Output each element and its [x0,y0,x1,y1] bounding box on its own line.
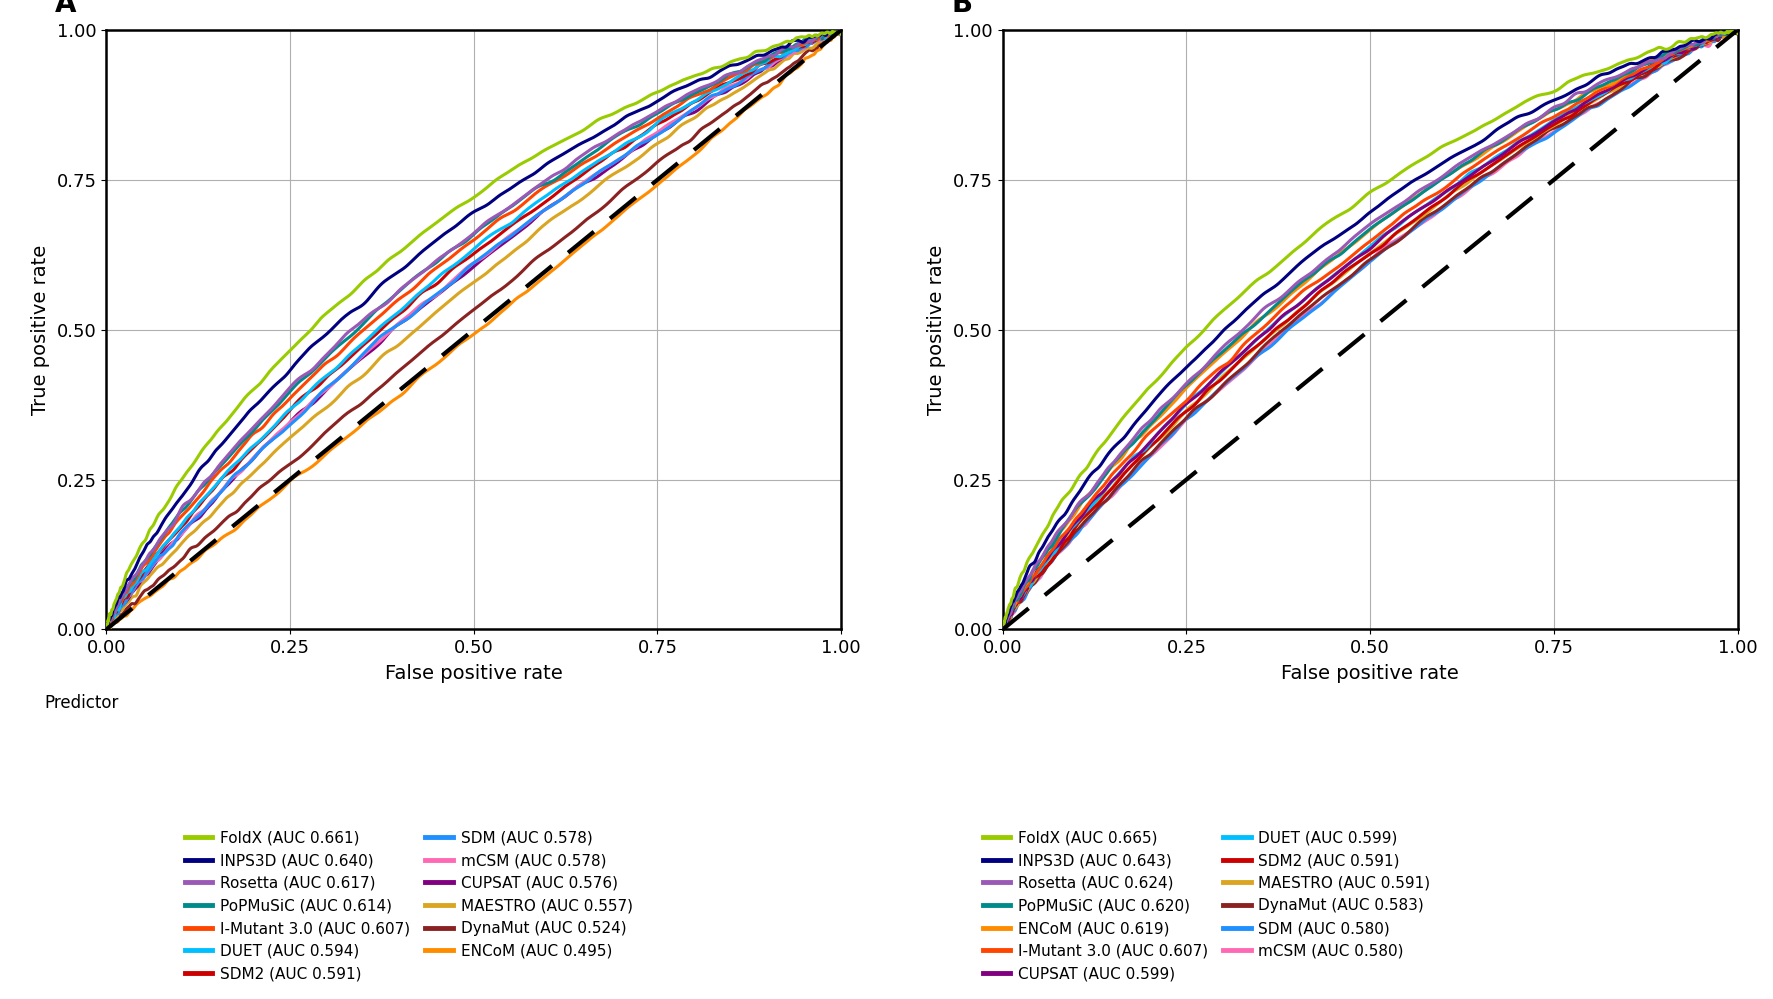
Legend: FoldX (AUC 0.661), INPS3D (AUC 0.640), Rosetta (AUC 0.617), PoPMuSiC (AUC 0.614): FoldX (AUC 0.661), INPS3D (AUC 0.640), R… [184,830,633,981]
Text: B: B [952,0,972,18]
Legend: FoldX (AUC 0.665), INPS3D (AUC 0.643), Rosetta (AUC 0.624), PoPMuSiC (AUC 0.620): FoldX (AUC 0.665), INPS3D (AUC 0.643), R… [982,830,1431,981]
Y-axis label: True positive rate: True positive rate [30,245,50,415]
X-axis label: False positive rate: False positive rate [1282,664,1459,683]
Text: A: A [55,0,76,18]
Y-axis label: True positive rate: True positive rate [927,245,947,415]
Text: Predictor: Predictor [44,694,119,712]
X-axis label: False positive rate: False positive rate [385,664,562,683]
